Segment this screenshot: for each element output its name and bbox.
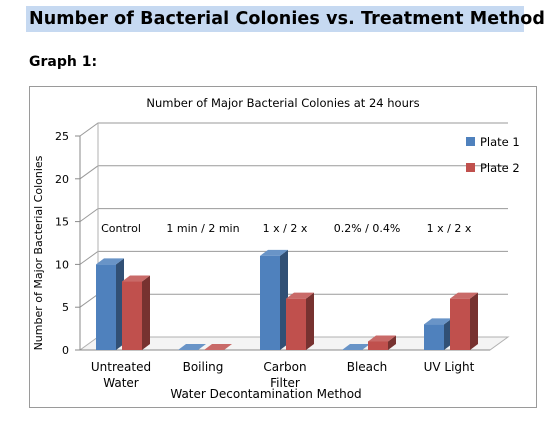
- bar-top: [178, 344, 206, 350]
- legend-label-1: Plate 1: [480, 135, 520, 149]
- bar-top: [260, 249, 288, 256]
- bar-1-1: [178, 344, 206, 350]
- bar-top: [204, 344, 232, 350]
- bar-front: [122, 281, 142, 350]
- bar-side: [142, 275, 150, 350]
- legend-swatch-2: [466, 163, 475, 172]
- bar-2-0: [122, 275, 150, 350]
- gridline: [79, 250, 508, 265]
- annotation-label: 0.2% / 0.4%: [334, 222, 401, 235]
- x-tick-label: Boiling: [183, 360, 224, 374]
- legend-swatch-1: [466, 137, 475, 146]
- bar-side: [388, 335, 396, 350]
- y-tick-label: 5: [62, 301, 69, 314]
- bar-chart: 0 5 10 15 20 25 Untreated Water Boiling Carbon Fil…: [32, 96, 520, 401]
- bar-2-4: [450, 292, 478, 350]
- gridline: [79, 208, 508, 223]
- annotation-label: 1 x / 2 x: [263, 222, 308, 235]
- y-tick-label: 15: [55, 216, 69, 229]
- bar-top: [96, 258, 124, 265]
- x-tick-label: Carbon Filter: [263, 360, 306, 390]
- legend-label-2: Plate 2: [480, 161, 520, 175]
- bar-top: [368, 335, 396, 342]
- annotation-label: 1 min / 2 min: [166, 222, 239, 235]
- bar-front: [96, 264, 116, 350]
- bar-top: [342, 344, 370, 350]
- bar-2-3: [368, 335, 396, 350]
- annotation-label: Control: [101, 222, 141, 235]
- y-tick-label: 25: [55, 130, 69, 143]
- bar-2-2: [286, 292, 314, 350]
- y-axis-title: Number of Major Bacterial Colonies: [32, 155, 45, 350]
- bar-front: [260, 255, 280, 350]
- x-tick-label: Untreated Water: [91, 360, 151, 390]
- gridline: [79, 122, 508, 137]
- annotation-label: 1 x / 2 x: [427, 222, 472, 235]
- bar-front: [286, 298, 306, 350]
- chart-title: Number of Major Bacterial Colonies at 24…: [146, 96, 419, 110]
- bar-top: [286, 292, 314, 299]
- x-tick-label: Bleach: [347, 360, 388, 374]
- x-axis-title: Water Decontamination Method: [170, 387, 361, 401]
- bar-top: [450, 292, 478, 299]
- bar-1-0: [96, 258, 124, 350]
- bar-side: [306, 292, 314, 350]
- bar-front: [450, 298, 470, 350]
- chart-frame: 0 5 10 15 20 25 Untreated Water Boiling Carbon Fil…: [29, 86, 537, 408]
- bar-front: [368, 341, 388, 350]
- y-tick-label: 0: [62, 344, 69, 357]
- bar-top: [424, 318, 452, 325]
- x-tick-label: UV Light: [424, 360, 475, 374]
- bar-1-2: [260, 249, 288, 350]
- bar-2-1: [204, 344, 232, 350]
- y-tick-label: 20: [55, 173, 69, 186]
- bar-1-3: [342, 344, 370, 350]
- bar-1-4: [424, 318, 452, 350]
- bar-front: [424, 324, 444, 350]
- page-title: Number of Bacterial Colonies vs. Treatme…: [26, 6, 545, 32]
- gridline: [79, 165, 508, 180]
- graph-label: Graph 1:: [29, 54, 98, 70]
- bar-side: [470, 292, 478, 350]
- bar-top: [122, 275, 150, 282]
- y-tick-label: 10: [55, 258, 69, 271]
